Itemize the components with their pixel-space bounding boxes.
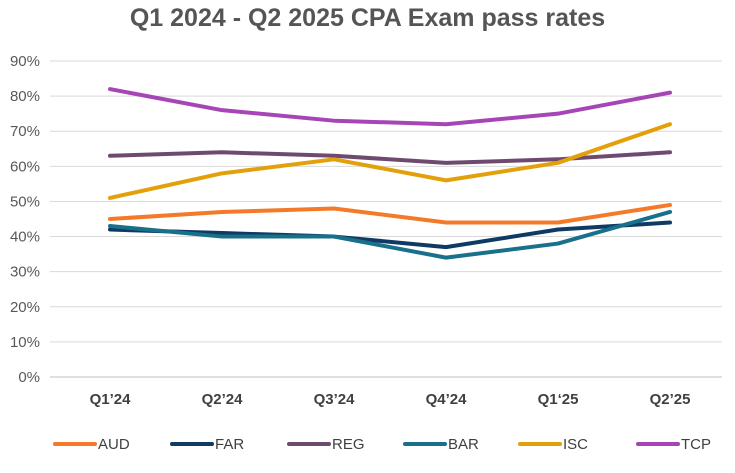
y-tick-label: 40% [10, 229, 40, 246]
legend-item-tcp: TCP [636, 436, 711, 453]
y-tick-label: 80% [10, 88, 40, 105]
legend-item-aud: AUD [53, 436, 130, 453]
y-tick-label: 90% [10, 53, 40, 70]
gridlines [50, 60, 722, 378]
legend-label: REG [332, 436, 365, 453]
legend-item-bar: BAR [403, 436, 479, 453]
y-tick-label: 0% [18, 369, 40, 386]
series-line-far [108, 220, 672, 250]
y-tick-label: 50% [10, 193, 40, 210]
x-tick-label: Q2’24 [202, 391, 244, 408]
legend-label: AUD [98, 436, 130, 453]
legend-label: BAR [448, 436, 479, 453]
legend-label: FAR [215, 436, 244, 453]
series-lines [108, 87, 672, 260]
x-tick-label: Q2’25 [650, 391, 691, 408]
y-tick-label: 20% [10, 299, 40, 316]
y-tick-label: 10% [10, 334, 40, 351]
series-line-aud [108, 202, 672, 225]
y-tick-label: 60% [10, 158, 40, 175]
x-tick-label: Q3’24 [314, 391, 356, 408]
y-tick-label: 30% [10, 264, 40, 281]
series-line-isc [108, 122, 672, 200]
x-tick-label: Q4’24 [426, 391, 468, 408]
y-axis-ticks: 0% 10% 20% 30% 40% 50% 60% 70% 80% 90% [10, 53, 40, 386]
legend-item-reg: REG [287, 436, 365, 453]
series-line-tcp [108, 87, 672, 127]
series-line-bar [108, 209, 672, 260]
legend: AUD FAR REG BAR ISC TCP [53, 436, 711, 453]
x-tick-label: Q1‘25 [538, 391, 579, 408]
legend-item-far: FAR [170, 436, 244, 453]
chart-title: Q1 2024 - Q2 2025 CPA Exam pass rates [129, 4, 606, 32]
legend-label: ISC [563, 436, 588, 453]
x-axis-ticks: Q1’24 Q2’24 Q3’24 Q4’24 Q1‘25 Q2’25 [90, 391, 691, 408]
x-tick-label: Q1’24 [90, 391, 132, 408]
y-tick-label: 70% [10, 123, 40, 140]
legend-item-isc: ISC [518, 436, 588, 453]
legend-label: TCP [681, 436, 711, 453]
